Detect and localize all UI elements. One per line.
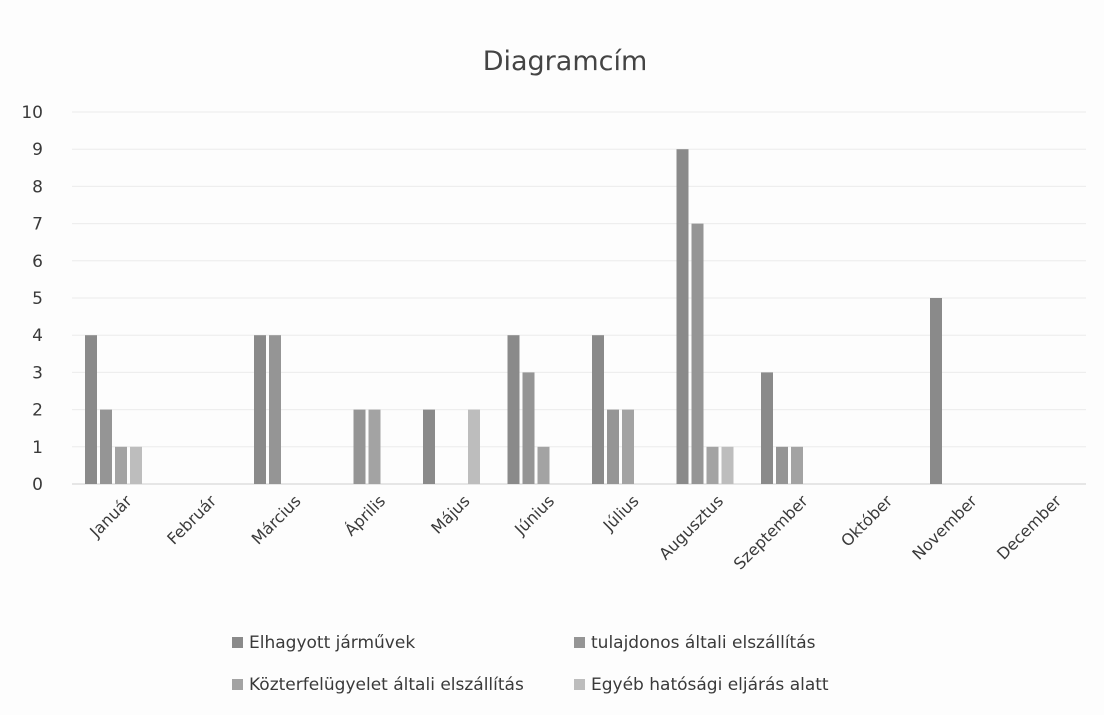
bar	[676, 149, 689, 484]
x-tick-label: Március	[248, 491, 305, 548]
legend-swatch	[232, 679, 243, 690]
legend-label: tulajdonos általi elszállítás	[591, 633, 816, 653]
y-tick-label: 1	[32, 438, 43, 458]
y-axis-ticks: 0 1 2 3 4 5 6 7 8 9 10	[21, 103, 43, 495]
bar	[115, 446, 127, 484]
x-tick-label: Augusztus	[655, 491, 727, 563]
y-tick-label: 10	[21, 103, 43, 123]
bar	[930, 298, 942, 484]
bar	[254, 335, 266, 484]
bar	[353, 409, 366, 484]
x-tick-label: Szeptember	[730, 491, 812, 573]
bar	[100, 409, 112, 484]
x-tick-label: December	[993, 491, 1065, 563]
bar	[423, 409, 435, 484]
y-tick-label: 4	[32, 326, 43, 346]
bar	[468, 409, 480, 484]
bar	[791, 446, 803, 484]
x-tick-label: November	[908, 491, 981, 564]
x-tick-label: Április	[341, 491, 389, 539]
x-tick-label: Július	[599, 491, 643, 535]
chart-title: Diagramcím	[483, 46, 648, 77]
x-tick-label: Június	[510, 491, 558, 539]
x-axis-ticks: Január Február Március Április Május Június Jú…	[85, 491, 1065, 573]
bar	[776, 446, 788, 484]
x-tick-label: Január	[85, 491, 136, 542]
legend-swatch	[574, 637, 585, 648]
bar	[537, 446, 550, 484]
x-tick-label: Október	[837, 491, 896, 550]
x-tick-label: Február	[163, 491, 220, 548]
bar	[761, 372, 773, 484]
y-tick-label: 7	[32, 215, 43, 235]
y-tick-label: 3	[32, 363, 43, 383]
bar	[507, 335, 520, 484]
bar	[522, 372, 535, 484]
legend-swatch	[574, 679, 585, 690]
bar	[622, 409, 634, 484]
legend-label: Egyéb hatósági eljárás alatt	[591, 675, 829, 695]
bar	[721, 446, 734, 484]
y-tick-label: 0	[32, 475, 43, 495]
legend-label: Közterfelügyelet általi elszállítás	[249, 675, 524, 695]
bar	[691, 223, 704, 484]
bar	[368, 409, 381, 484]
y-tick-label: 9	[32, 140, 43, 160]
bar	[85, 335, 97, 484]
bar	[269, 335, 281, 484]
legend-swatch	[232, 637, 243, 648]
bar	[130, 446, 142, 484]
legend: Elhagyott járművek tulajdonos általi elsz…	[232, 633, 829, 695]
y-tick-label: 6	[32, 252, 43, 272]
y-tick-label: 8	[32, 177, 43, 197]
y-tick-label: 2	[32, 401, 43, 421]
gridlines	[72, 111, 1086, 485]
y-tick-label: 5	[32, 289, 43, 309]
bar	[607, 409, 619, 484]
legend-label: Elhagyott járművek	[249, 633, 415, 653]
bar	[592, 335, 604, 484]
bars	[85, 149, 942, 484]
x-tick-label: Május	[427, 491, 473, 537]
bar	[706, 446, 719, 484]
